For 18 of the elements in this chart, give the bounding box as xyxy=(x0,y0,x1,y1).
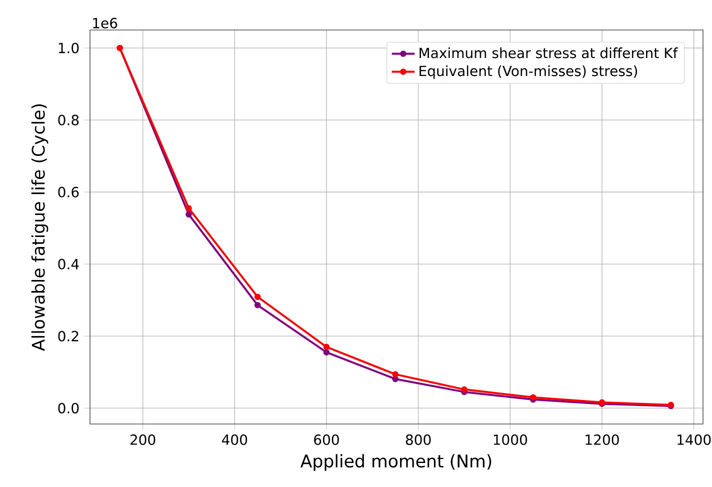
x-axis-title: Applied moment (Nm) xyxy=(300,454,492,471)
legend-label: Maximum shear stress at different Kf xyxy=(420,47,678,58)
x-tick-label: 600 xyxy=(314,434,339,445)
x-tick-label: 200 xyxy=(130,434,156,445)
text: 1e6 xyxy=(93,18,118,28)
x-tick-label: 400 xyxy=(222,434,248,445)
y-axis-title: Allowable fatigue life (Cycle) xyxy=(31,104,48,351)
y-tick-label: 0.8 xyxy=(58,114,79,126)
y-tick-label: 0.0 xyxy=(58,402,79,414)
y-tick-label: 0.4 xyxy=(58,258,79,270)
x-tick-label: 1200 xyxy=(586,434,619,445)
x-tick-label: 1400 xyxy=(678,434,711,445)
y-tick-label: 0.6 xyxy=(58,186,79,198)
x-tick-label: 800 xyxy=(406,434,431,445)
y-tick-label: 0.2 xyxy=(58,330,78,342)
y-tick-label: 1.0 xyxy=(58,42,79,54)
legend-label: Equivalent (Von-misses) stress) xyxy=(420,65,638,79)
x-tick-label: 1000 xyxy=(494,434,528,445)
